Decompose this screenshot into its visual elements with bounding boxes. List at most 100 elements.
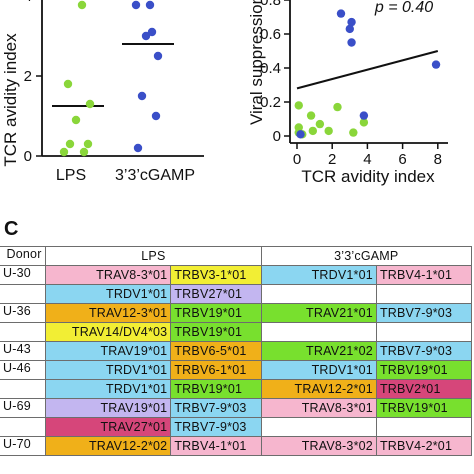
gene-cell: TRAV12-3*01 (45, 303, 172, 323)
gene-cell: TRBV7-9*03 (375, 341, 473, 361)
right-x-tick-label: 4 (363, 151, 371, 168)
data-point (63, 79, 73, 89)
data-point (85, 99, 95, 109)
gene-cell (260, 417, 377, 437)
gene-cell (260, 284, 377, 304)
gene-cell: TRAV8-3*02 (260, 436, 377, 456)
table-row: U-70 TRAV12-2*02 TRBV4-1*01 TRAV8-3*02 TRBV4… (0, 436, 473, 456)
gene-cell: TRDV1*01 (260, 265, 377, 285)
right-x-tick-label: 6 (398, 151, 406, 168)
gene-cell: TRAV12-2*02 (45, 436, 172, 456)
regression-line (296, 50, 439, 90)
left-y-axis-label: TCR avidity index (1, 33, 20, 167)
left-y-tick-label: 4 (24, 0, 32, 5)
data-point (77, 0, 87, 10)
data-point (141, 31, 151, 41)
gene-cell: TRBV27*01 (170, 284, 262, 304)
gene-cell: TRBV3-1*01 (170, 265, 262, 285)
data-point (359, 118, 369, 127)
right-y-tick-label: 0.2 (260, 94, 281, 111)
gene-cell: TRBV4-1*01 (170, 436, 262, 456)
gene-cell: TRBV7-9*03 (170, 398, 262, 418)
data-point (133, 143, 143, 153)
data-point (59, 147, 69, 157)
gene-cell: TRAV19*01 (45, 341, 172, 361)
data-point (151, 111, 161, 121)
table-row: U-46 TRDV1*01 TRBV6-1*01 TRDV1*01 TRBV19*01 (0, 360, 473, 380)
p-value-annotation: p = 0.40 (374, 0, 433, 16)
donor-cell: U-30 (0, 265, 47, 285)
gene-cell: TRBV19*01 (375, 398, 473, 418)
table-row: TRDV1*01 TRBV27*01 (0, 284, 473, 304)
suppression-scatter-plot: Viral suppression p = 0.40 0 0.2 0.4 0.6 0.8… (247, 0, 448, 186)
data-point (349, 128, 358, 137)
gene-cell: TRBV2*01 (375, 379, 473, 399)
gene-cell: TRBV7-9*03 (170, 417, 262, 437)
header-cgamp: 3’3’cGAMP (260, 246, 473, 266)
right-y-tick-label: 0 (273, 128, 281, 145)
donor-cell: U-70 (0, 436, 47, 456)
table-row: U-30 TRAV8-3*01 TRBV3-1*01 TRDV1*01 TRBV4-1*… (0, 265, 473, 285)
gene-cell: TRDV1*01 (260, 360, 377, 380)
data-point (306, 111, 316, 120)
gene-cell: TRAV21*02 (260, 341, 377, 361)
right-y-tick-label: 0.4 (260, 60, 281, 77)
donor-cell: U-69 (0, 398, 47, 418)
donor-cell: U-43 (0, 341, 47, 361)
data-point (137, 91, 147, 101)
header-lps: LPS (45, 246, 262, 266)
gene-cell: TRBV4-1*01 (375, 265, 473, 285)
gene-cell: TRAV21*01 (260, 303, 377, 323)
data-point (131, 0, 141, 10)
left-y-tick-label: 0 (24, 148, 32, 165)
left-y-tick-label: 2 (24, 68, 32, 85)
table-row: TRAV14/DV4*03 TRBV19*01 (0, 322, 473, 342)
left-x-category-label: LPS (56, 167, 86, 184)
right-x-tick-label: 0 (293, 151, 301, 168)
data-point (83, 139, 93, 149)
data-point (145, 0, 155, 10)
data-point (347, 38, 356, 47)
data-point (65, 139, 75, 149)
gene-cell: TRAV8-3*01 (45, 265, 172, 285)
data-point (345, 24, 354, 34)
data-point (333, 102, 342, 112)
right-x-axis-label: TCR avidity index (301, 167, 435, 186)
gene-cell (375, 284, 473, 304)
data-point (324, 126, 333, 136)
donor-cell (0, 379, 47, 399)
data-point (147, 27, 157, 37)
data-point (359, 111, 369, 120)
table-row: U-36 TRAV12-3*01 TRBV19*01 TRAV21*01 TRBV7-9… (0, 303, 473, 323)
gene-cell: TRBV6-5*01 (170, 341, 262, 361)
gene-cell: TRBV7-9*03 (375, 303, 473, 323)
gene-cell: TRAV27*01 (45, 417, 172, 437)
gene-cell: TRAV8-3*01 (260, 398, 377, 418)
left-x-category-label: 3’3’cGAMP (115, 167, 195, 184)
gene-cell (375, 417, 473, 437)
table-header-row: Donor LPS 3’3’cGAMP (0, 246, 473, 266)
gene-cell: TRAV12-2*01 (260, 379, 377, 399)
right-y-tick-label: 0.8 (260, 0, 281, 9)
data-point (296, 130, 305, 139)
data-point (308, 126, 318, 136)
gene-cell (375, 322, 473, 342)
gene-cell: TRBV19*01 (170, 379, 262, 399)
gene-cell: TRBV19*01 (375, 360, 473, 380)
data-point (336, 9, 346, 18)
right-y-tick-label: 0.6 (260, 26, 281, 43)
data-point (153, 51, 163, 61)
gene-cell: TRBV6-1*01 (170, 360, 262, 380)
tcr-gene-table: Donor LPS 3’3’cGAMP U-30 TRAV8-3*01 TRBV3-… (0, 246, 473, 456)
table-row: U-43 TRAV19*01 TRBV6-5*01 TRAV21*02 TRBV7-9*… (0, 341, 473, 361)
donor-cell (0, 284, 47, 304)
table-row: TRAV27*01 TRBV7-9*03 (0, 417, 473, 437)
panel-c-label: C (4, 218, 19, 240)
gene-cell (260, 322, 377, 342)
gene-cell: TRDV1*01 (45, 360, 172, 380)
gene-cell: TRAV14/DV4*03 (45, 322, 172, 342)
data-point (71, 115, 81, 125)
gene-cell: TRBV19*01 (170, 322, 262, 342)
